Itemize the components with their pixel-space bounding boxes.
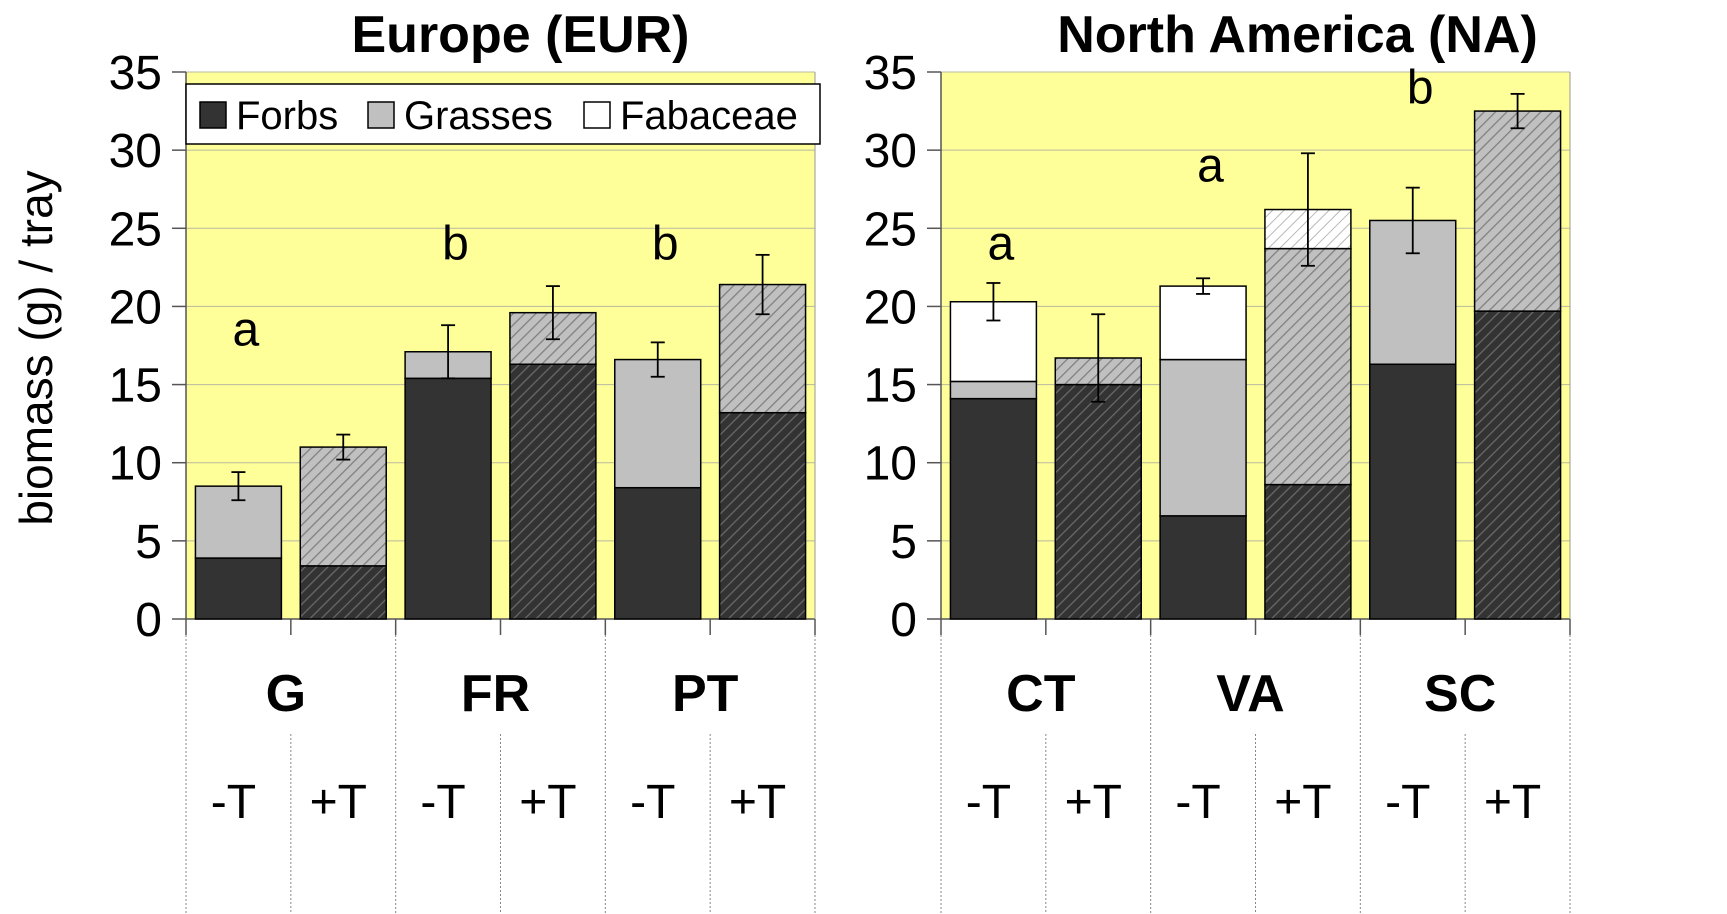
legend-label: Grasses [404, 94, 553, 138]
significance-letter: b [652, 218, 679, 271]
x-group-label: G [266, 665, 306, 723]
bar-segment-grasses [299, 446, 387, 567]
y-tick-label: 30 [864, 125, 917, 178]
bar-segment-forbs [404, 377, 492, 620]
x-category-label: -T [420, 776, 465, 829]
error-bar [231, 471, 246, 502]
x-group-label: FR [461, 665, 530, 723]
x-group-label: PT [672, 665, 739, 723]
y-tick-label: 20 [864, 281, 917, 334]
plot-area [186, 72, 815, 619]
bar-segment-grasses [1473, 110, 1562, 312]
significance-letter: a [1197, 139, 1224, 192]
bar-segment-fabaceae [1159, 285, 1247, 361]
chart-title: North America (NA) [1057, 6, 1538, 64]
x-category-label: +T [310, 776, 367, 829]
bar-segment-forbs [949, 397, 1038, 620]
chart-title: Europe (EUR) [352, 6, 690, 64]
x-category-label: -T [966, 776, 1011, 829]
bar-segment-forbs [614, 486, 702, 620]
legend-label: Forbs [236, 94, 338, 138]
x-category-label: -T [1385, 776, 1430, 829]
significance-letter: a [232, 304, 259, 357]
bar-segment-forbs [718, 411, 807, 620]
error-bar [986, 282, 1001, 322]
bar-segment-grasses [1159, 358, 1247, 517]
y-tick-label: 25 [864, 203, 917, 256]
error-bar [1510, 92, 1525, 130]
y-tick-label: 25 [109, 203, 162, 256]
significance-letter: b [1407, 61, 1434, 114]
y-tick-label: 15 [864, 360, 917, 413]
x-category-label: -T [1175, 776, 1220, 829]
bar-segment-grasses [614, 358, 702, 489]
x-category-label: +T [729, 776, 786, 829]
x-category-label: +T [1274, 776, 1331, 829]
x-category-label: -T [211, 776, 256, 829]
y-tick-label: 10 [109, 438, 162, 491]
legend-swatch [583, 101, 611, 129]
bar-segment-grasses [949, 380, 1038, 400]
x-category-label: +T [519, 776, 576, 829]
x-group-label: VA [1216, 665, 1284, 723]
y-tick-label: 35 [864, 47, 917, 100]
bar-segment-forbs [299, 565, 387, 620]
x-group-label: SC [1424, 665, 1496, 723]
bar-segment-forbs [1159, 515, 1247, 620]
bar-segment-forbs [1369, 363, 1457, 620]
bar-segment-forbs [509, 363, 597, 620]
legend-box [185, 83, 821, 145]
error-bar [441, 324, 456, 380]
y-tick-label: 0 [135, 594, 162, 647]
legend-swatch [367, 101, 395, 129]
y-axis-label: biomass (g) / tray [10, 170, 62, 525]
error-bar [1196, 277, 1211, 295]
x-category-label: +T [1065, 776, 1122, 829]
significance-letter: b [442, 218, 469, 271]
y-tick-label: 30 [109, 125, 162, 178]
significance-letter: a [987, 218, 1014, 271]
y-tick-label: 10 [864, 438, 917, 491]
y-tick-label: 5 [890, 516, 917, 569]
error-bar [650, 341, 665, 378]
error-bar [336, 433, 351, 461]
error-bar [1091, 313, 1106, 403]
error-bar [1405, 186, 1420, 255]
y-tick-label: 20 [109, 281, 162, 334]
x-group-label: CT [1006, 665, 1076, 723]
y-tick-label: 35 [109, 47, 162, 100]
bar-segment-forbs [1473, 310, 1562, 620]
bar-segment-grasses [1369, 219, 1457, 366]
panel-north-america: North America (NA) 0 5 10 15 20 25 30 35 -T +T -T +T… [864, 6, 1571, 914]
legend-label: Fabaceae [620, 94, 798, 138]
error-bar [1300, 152, 1315, 267]
x-category-label: -T [630, 776, 675, 829]
legend-swatch [199, 101, 227, 129]
legend: Forbs Grasses Fabaceae [185, 83, 821, 145]
y-tick-label: 5 [135, 516, 162, 569]
y-tick-label: 15 [109, 360, 162, 413]
plot-area [941, 72, 1570, 619]
error-bar [545, 285, 560, 341]
bar-segment-forbs [194, 557, 283, 620]
bar-segment-forbs [1264, 483, 1352, 620]
y-tick-label: 0 [890, 594, 917, 647]
bar-segment-grasses [1264, 247, 1352, 486]
error-bar [755, 253, 770, 316]
x-category-label: +T [1484, 776, 1541, 829]
bar-segment-forbs [1054, 383, 1142, 620]
